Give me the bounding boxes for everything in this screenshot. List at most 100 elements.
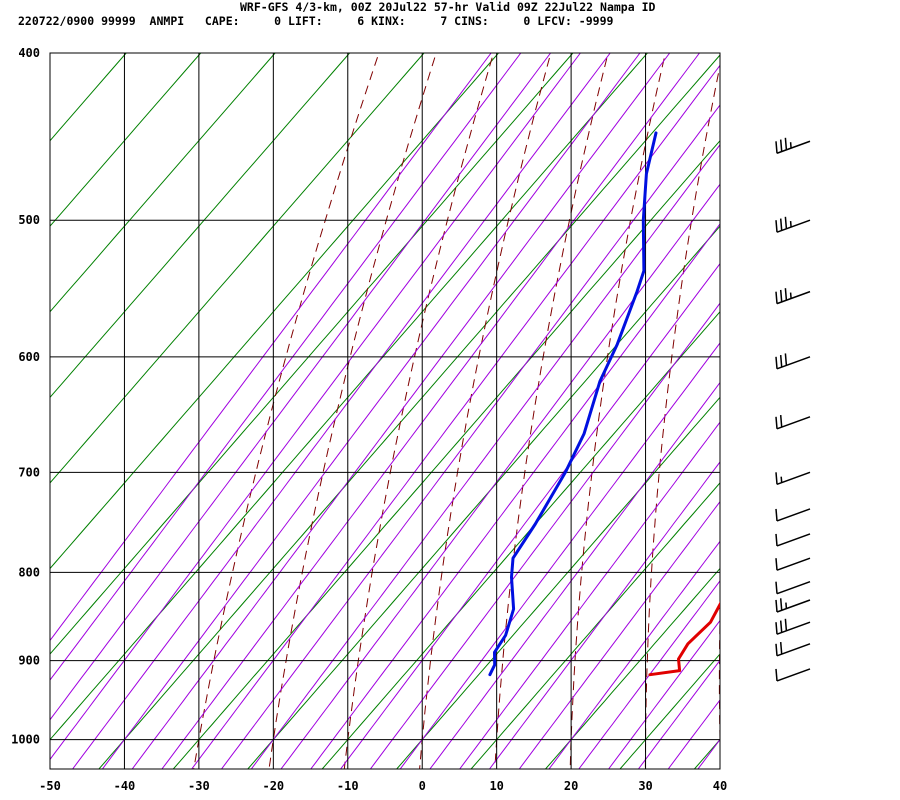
isotherm-line	[50, 53, 351, 399]
dry-adiabat-line	[791, 15, 844, 784]
isotherm-line	[757, 15, 900, 784]
x-tick-label: 20	[564, 779, 578, 793]
wind-barb	[775, 598, 811, 613]
barb-staff	[776, 621, 811, 635]
barb-staff	[776, 533, 811, 547]
x-tick-label: -20	[262, 779, 284, 793]
barb-feather	[775, 220, 778, 233]
saturation-line	[607, 619, 720, 769]
saturation-line	[71, 53, 611, 769]
profiles	[488, 131, 720, 677]
isotherm-line	[321, 310, 720, 769]
dry-adiabat-line	[718, 599, 720, 762]
dry-adiabat-line	[494, 53, 609, 769]
saturation-line	[310, 223, 720, 769]
wind-barb	[775, 642, 811, 657]
barb-feather	[784, 216, 788, 229]
saturation-line	[50, 53, 552, 721]
isotherm-line	[470, 482, 720, 769]
saturation-line	[578, 580, 720, 769]
saturation-line	[191, 64, 720, 769]
dry-adiabat-line	[268, 53, 437, 769]
barb-staff	[776, 140, 811, 154]
wind-barb	[775, 581, 811, 595]
saturation-line	[50, 53, 492, 642]
saturation-line	[399, 342, 720, 769]
y-tick-label: 800	[18, 565, 40, 579]
plot-frame	[49, 52, 721, 770]
saturation-line	[339, 262, 720, 769]
barb-staff	[776, 557, 811, 571]
barb-feather	[779, 218, 783, 231]
dry-adiabat-line	[861, 15, 900, 784]
wind-barb	[775, 415, 811, 430]
dry-adiabat-line	[193, 53, 380, 769]
saturation-line	[161, 53, 701, 769]
x-tick-label: 30	[638, 779, 652, 793]
isotherm-line	[831, 15, 900, 784]
isotherm-line	[50, 53, 649, 741]
x-tick-label: -40	[114, 779, 136, 793]
barb-feather	[784, 137, 788, 150]
wind-barb	[775, 618, 811, 635]
saturation-line	[518, 500, 720, 769]
barb-feather	[775, 508, 778, 521]
barb-feather	[785, 602, 788, 609]
barb-staff	[776, 471, 811, 486]
saturation-line	[429, 381, 720, 769]
barb-staff	[776, 508, 811, 522]
barb-feather	[779, 620, 783, 633]
barb-feather	[779, 289, 783, 302]
dewpoint-profile	[488, 131, 658, 677]
dry-adiabat-line	[644, 63, 720, 769]
barb-feather	[775, 622, 778, 635]
barb-feather	[775, 599, 778, 613]
saturation-line	[747, 15, 900, 784]
barb-feather	[784, 353, 788, 366]
isotherm-line	[50, 53, 202, 227]
isotherm-line	[50, 53, 500, 570]
barb-staff	[776, 356, 811, 370]
saturation-line	[667, 699, 720, 769]
y-tick-label: 700	[18, 465, 40, 479]
barb-feather	[775, 558, 778, 571]
isotherm-line	[247, 225, 720, 769]
barb-staff	[776, 416, 811, 430]
barb-feather	[775, 472, 778, 485]
wind-barb	[775, 533, 811, 547]
isotherm-line	[50, 53, 127, 142]
barb-feather	[775, 291, 778, 304]
isotherm-line	[619, 653, 720, 769]
barb-staff	[776, 290, 811, 305]
saturation-line	[637, 659, 720, 769]
y-tick-label: 400	[18, 46, 40, 60]
barb-feather	[789, 142, 792, 149]
barb-feather	[780, 476, 783, 483]
saturation-line	[50, 53, 582, 761]
saturation-line	[131, 53, 671, 769]
dry-adiabat-line	[343, 53, 495, 769]
saturation-line	[717, 15, 900, 784]
saturation-line	[280, 183, 720, 769]
barb-feather	[775, 416, 778, 429]
grid	[49, 52, 721, 770]
saturation-line	[548, 540, 720, 769]
wind-barb	[775, 216, 811, 233]
saturation-line	[101, 53, 641, 769]
wind-barbs	[775, 137, 811, 682]
barb-feather	[775, 668, 778, 682]
tick-labels: -50 -40 -30 -20 -10 0 10 20 30 40 400 500 600 700 800 9…	[11, 46, 727, 793]
barb-feather	[775, 643, 778, 656]
stability-indices: 220722/0900 99999 ANMPI CAPE: 0 LIFT: 6 …	[18, 14, 614, 28]
barb-feather	[784, 618, 788, 631]
barb-feather	[779, 642, 783, 655]
dry-adiabat-line	[419, 53, 552, 769]
dry-adiabat-line	[569, 53, 666, 769]
x-tick-label: 40	[713, 779, 727, 793]
x-tick-label: -30	[188, 779, 210, 793]
saturation-line	[50, 53, 522, 681]
isotherm-line	[172, 139, 720, 769]
y-tick-label: 600	[18, 350, 40, 364]
barb-feather	[779, 139, 783, 152]
